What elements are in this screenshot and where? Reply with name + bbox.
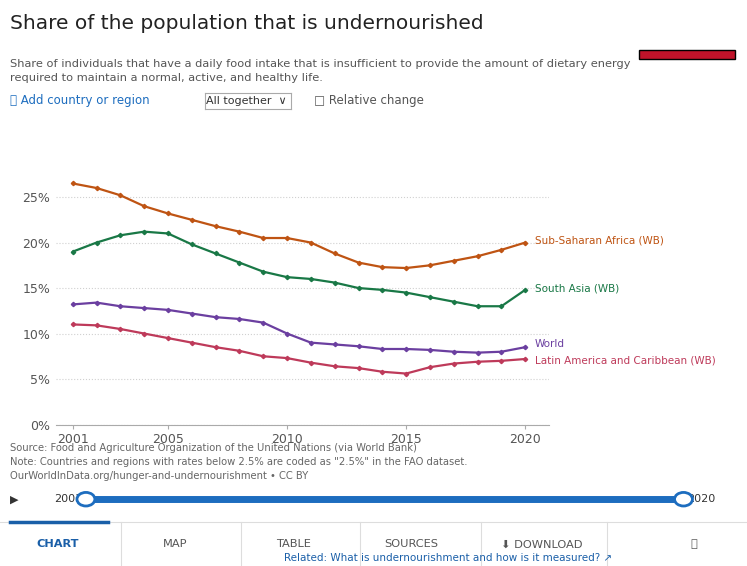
Text: 2001: 2001 (54, 494, 82, 504)
Text: World: World (535, 340, 565, 349)
Text: All together  ∨: All together ∨ (206, 96, 287, 106)
Text: ▶: ▶ (10, 494, 18, 504)
Text: Share of the population that is undernourished: Share of the population that is undernou… (10, 14, 483, 33)
Text: ⬇ DOWNLOAD: ⬇ DOWNLOAD (500, 539, 583, 550)
Text: in Data: in Data (665, 33, 710, 44)
Text: SOURCES: SOURCES (385, 539, 438, 550)
Text: South Asia (WB): South Asia (WB) (535, 283, 619, 293)
Text: Share of individuals that have a daily food intake that is insufficient to provi: Share of individuals that have a daily f… (10, 59, 630, 83)
Text: Latin America and Caribbean (WB): Latin America and Caribbean (WB) (535, 356, 716, 366)
Text: MAP: MAP (164, 539, 187, 550)
Text: CHART: CHART (37, 539, 78, 550)
Text: Source: Food and Agriculture Organization of the United Nations (via World Bank): Source: Food and Agriculture Organizatio… (10, 443, 467, 481)
Text: 2020: 2020 (687, 494, 716, 504)
Text: Our World: Our World (657, 19, 718, 28)
FancyBboxPatch shape (639, 50, 735, 59)
Text: ➕ Add country or region: ➕ Add country or region (10, 95, 149, 107)
Text: □ Relative change: □ Relative change (314, 95, 424, 107)
Text: Sub-Saharan Africa (WB): Sub-Saharan Africa (WB) (535, 236, 663, 246)
Text: TABLE: TABLE (276, 539, 311, 550)
Text: ⤫: ⤫ (690, 539, 698, 550)
Text: Related: What is undernourishment and how is it measured? ↗: Related: What is undernourishment and ho… (284, 553, 612, 563)
